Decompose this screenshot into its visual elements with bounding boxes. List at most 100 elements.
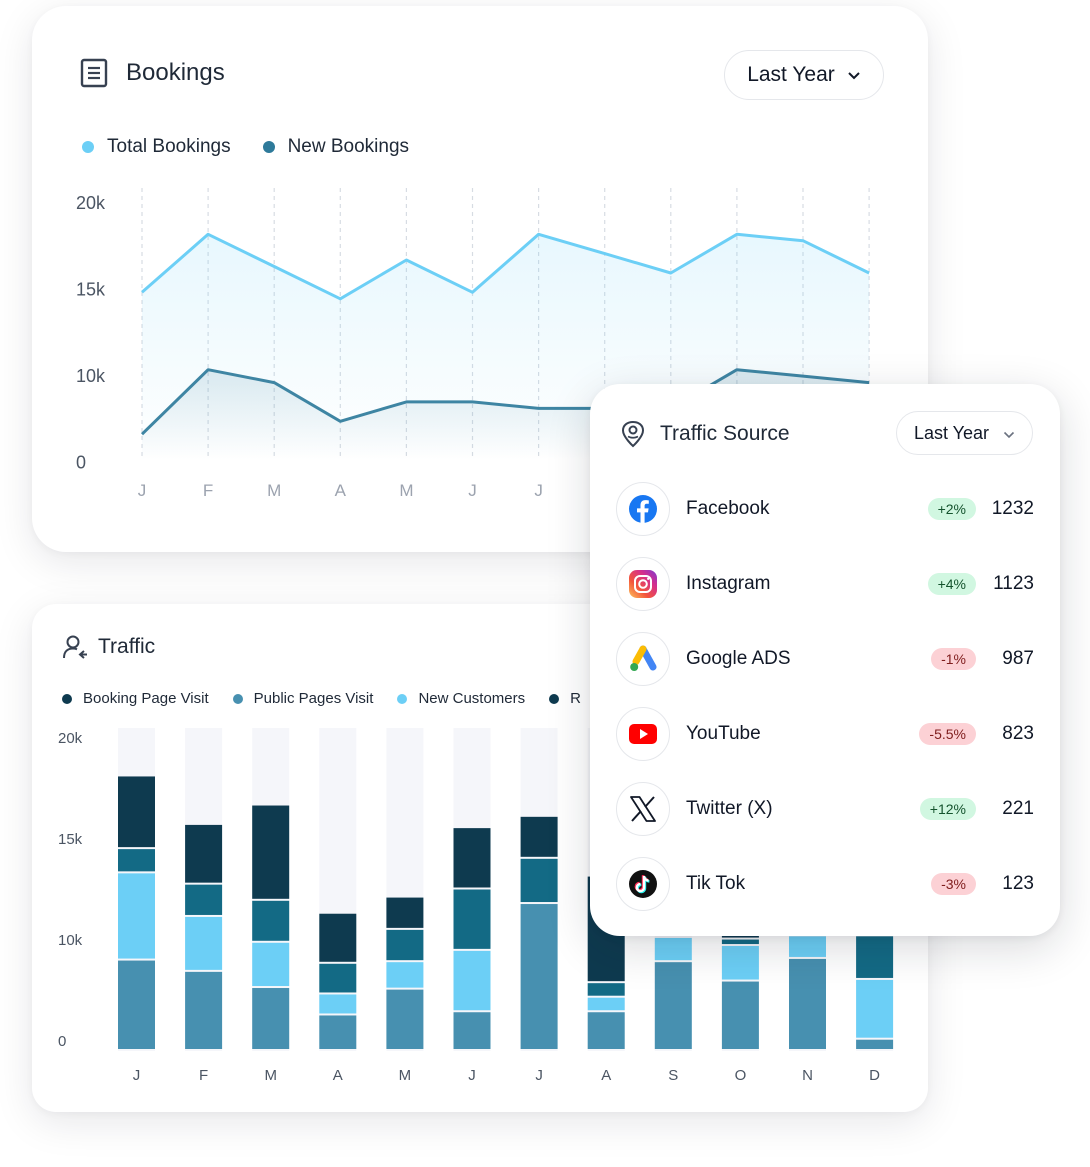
traffic-source-row-google-ads[interactable]: Google ADS -1% 987 (616, 631, 1034, 687)
traffic-source-value: 823 (1002, 723, 1034, 744)
x-icon (616, 782, 670, 836)
legend-item-public-pages-visit: Public Pages Visit (232, 690, 374, 707)
document-icon (80, 58, 108, 88)
legend-item-total-bookings: Total Bookings (82, 136, 231, 158)
x-tick-label: N (802, 1067, 813, 1084)
legend-label: Total Bookings (107, 136, 231, 157)
bookings-legend: Total Bookings New Bookings (82, 136, 409, 158)
x-tick-label: A (333, 1067, 343, 1084)
bar-segment (453, 950, 491, 1011)
legend-label: New Bookings (287, 136, 410, 157)
bar-segment (386, 897, 424, 928)
traffic-source-title: Traffic Source (660, 422, 790, 445)
traffic-source-label: Instagram (686, 573, 771, 594)
bar-segment (520, 816, 558, 857)
bar-segment (453, 1012, 491, 1049)
bookings-period-dropdown[interactable]: Last Year (724, 50, 884, 100)
traffic-source-value: 123 (1002, 873, 1034, 894)
traffic-source-value: 987 (1002, 648, 1034, 669)
series-line (141, 232, 870, 301)
bar-segment (721, 946, 759, 980)
traffic-source-label: Tik Tok (686, 873, 746, 894)
x-tick-label: A (601, 1067, 611, 1084)
location-pin-icon (620, 420, 646, 448)
bar-segment (185, 884, 223, 915)
traffic-source-row-tiktok[interactable]: Tik Tok -3% 123 (616, 856, 1034, 912)
legend-label: Booking Page Visit (83, 690, 209, 707)
x-tick-label: J (133, 1067, 141, 1084)
traffic-source-period-dropdown[interactable]: Last Year (896, 411, 1033, 455)
bar-segment (252, 805, 290, 899)
user-arrow-icon (62, 634, 88, 660)
bar-segment (386, 989, 424, 1049)
traffic-title: Traffic (98, 635, 156, 658)
change-badge: +12% (919, 798, 976, 820)
traffic-source-value: 1232 (991, 498, 1034, 519)
bookings-header: Bookings (80, 58, 225, 88)
change-badge: -5.5% (919, 723, 976, 745)
legend-label: New Customers (418, 690, 526, 707)
bar-segment (587, 983, 625, 996)
traffic-source-row-youtube[interactable]: YouTube -5.5% 823 (616, 706, 1034, 762)
change-badge: +4% (927, 573, 976, 595)
legend-dot (397, 693, 408, 704)
traffic-source-row-instagram[interactable]: Instagram +4% 1123 (616, 556, 1034, 612)
traffic-source-value: 221 (1002, 798, 1034, 819)
series-line (140, 368, 870, 436)
change-badge: -3% (931, 873, 976, 895)
chevron-down-icon (1003, 423, 1015, 444)
bar-segment (856, 1039, 894, 1049)
legend-item-returning: R (549, 690, 581, 707)
bar-segment (386, 929, 424, 961)
bar-segment (721, 939, 759, 945)
x-tick-label: M (399, 1067, 412, 1084)
legend-dot (262, 141, 275, 153)
legend-dot (62, 693, 72, 704)
bar-segment (252, 942, 290, 987)
tiktok-icon (616, 857, 670, 911)
x-tick-label: J (535, 1067, 543, 1084)
x-tick-label: F (203, 481, 213, 500)
bar-segment (520, 858, 558, 903)
legend-dot (232, 693, 243, 704)
bar-segment (118, 849, 155, 872)
x-tick-label: O (735, 1067, 747, 1084)
traffic-source-label: Twitter (X) (686, 798, 773, 819)
traffic-source-row-facebook[interactable]: Facebook +2% 1232 (616, 481, 1034, 537)
legend-label: Public Pages Visit (253, 690, 374, 707)
y-tick-label: 0 (76, 453, 86, 473)
x-tick-label: F (199, 1067, 208, 1084)
x-tick-label: J (534, 481, 543, 500)
traffic-source-card: Traffic Source Last Year Facebook +2% 12… (590, 384, 1060, 936)
bar-segment (789, 936, 826, 957)
youtube-icon (616, 707, 670, 761)
y-tick-label: 10k (58, 932, 83, 949)
bar-segment (654, 962, 692, 1049)
bar-segment (386, 962, 424, 988)
traffic-source-row-twitter[interactable]: Twitter (X) +12% 221 (616, 781, 1034, 837)
bar-segment (453, 889, 491, 949)
bar-segment (252, 900, 290, 941)
bar-segment (319, 913, 357, 962)
bookings-period-label: Last Year (747, 63, 835, 86)
bar-segment (789, 958, 826, 1049)
y-tick-label: 10k (76, 366, 106, 386)
bar-segment (319, 963, 357, 993)
bar-segment (453, 828, 491, 888)
bar-segment (118, 873, 155, 959)
bar-segment (856, 979, 894, 1038)
bookings-title: Bookings (126, 59, 225, 86)
bar-segment (118, 960, 155, 1049)
y-tick-label: 0 (58, 1033, 66, 1050)
legend-item-new-bookings: New Bookings (262, 136, 410, 158)
bar-segment (587, 1012, 625, 1049)
change-badge: -1% (931, 648, 976, 670)
bar-segment (721, 981, 759, 1049)
bar-segment (856, 936, 894, 978)
traffic-source-label: YouTube (686, 723, 761, 744)
x-tick-label: J (468, 481, 477, 500)
traffic-source-header: Traffic Source (620, 420, 790, 448)
y-tick-label: 15k (58, 831, 83, 848)
change-badge: +2% (927, 498, 976, 520)
traffic-source-period-label: Last Year (913, 422, 990, 443)
